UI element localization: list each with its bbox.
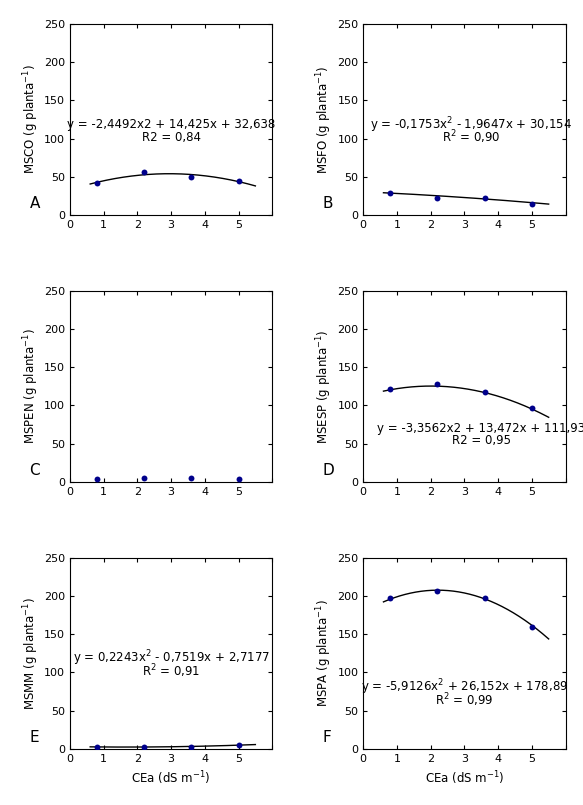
Point [433,378,442,390]
Text: R2 = 0,95: R2 = 0,95 [452,434,511,447]
Text: B: B [323,196,333,211]
Y-axis label: MSFO (g planta$^{-1}$): MSFO (g planta$^{-1}$) [315,65,335,174]
Point [527,198,536,211]
Point [234,175,243,188]
Point [187,170,196,183]
Point [139,166,149,179]
Text: E: E [30,730,39,745]
Point [385,382,395,395]
Text: R2 = 0,84: R2 = 0,84 [142,130,201,143]
Y-axis label: MSMM (g planta$^{-1}$): MSMM (g planta$^{-1}$) [22,597,41,710]
Point [139,741,149,753]
Point [480,591,489,604]
Y-axis label: MSCO (g planta$^{-1}$): MSCO (g planta$^{-1}$) [22,64,41,175]
Text: C: C [30,463,40,478]
Text: D: D [323,463,335,478]
Text: A: A [30,196,40,211]
Text: y = -0,1753x$^{2}$ - 1,9647x + 30,154: y = -0,1753x$^{2}$ - 1,9647x + 30,154 [370,115,572,134]
Point [92,741,101,753]
Point [433,192,442,204]
Point [92,176,101,189]
X-axis label: CEa (dS m$^{-1}$): CEa (dS m$^{-1}$) [424,769,504,786]
Point [527,402,536,415]
Text: y = -3,3562x2 + 13,472x + 111,93: y = -3,3562x2 + 13,472x + 111,93 [377,422,583,435]
Text: F: F [323,730,332,745]
Point [187,741,196,753]
Text: R$^{2}$ = 0,91: R$^{2}$ = 0,91 [142,662,200,679]
Text: R$^{2}$ = 0,99: R$^{2}$ = 0,99 [435,691,494,708]
Point [92,473,101,485]
Y-axis label: MSPA (g planta$^{-1}$): MSPA (g planta$^{-1}$) [315,600,335,707]
Point [234,738,243,751]
Point [234,473,243,486]
Text: y = 0,2243x$^{2}$ - 0,7519x + 2,7177: y = 0,2243x$^{2}$ - 0,7519x + 2,7177 [72,649,269,668]
Y-axis label: MSPEN (g planta$^{-1}$): MSPEN (g planta$^{-1}$) [22,328,41,444]
Point [385,187,395,200]
Text: R$^{2}$ = 0,90: R$^{2}$ = 0,90 [442,128,500,146]
Text: y = -2,4492x2 + 14,425x + 32,638: y = -2,4492x2 + 14,425x + 32,638 [67,118,275,131]
Point [385,592,395,605]
Point [480,386,489,398]
Y-axis label: MSESP (g planta$^{-1}$): MSESP (g planta$^{-1}$) [315,329,335,444]
Point [480,192,489,204]
Point [527,620,536,633]
X-axis label: CEa (dS m$^{-1}$): CEa (dS m$^{-1}$) [131,769,211,786]
Point [187,472,196,485]
Point [433,584,442,597]
Point [139,472,149,485]
Text: y = -5,9126x$^{2}$ + 26,152x + 178,89: y = -5,9126x$^{2}$ + 26,152x + 178,89 [361,678,568,697]
